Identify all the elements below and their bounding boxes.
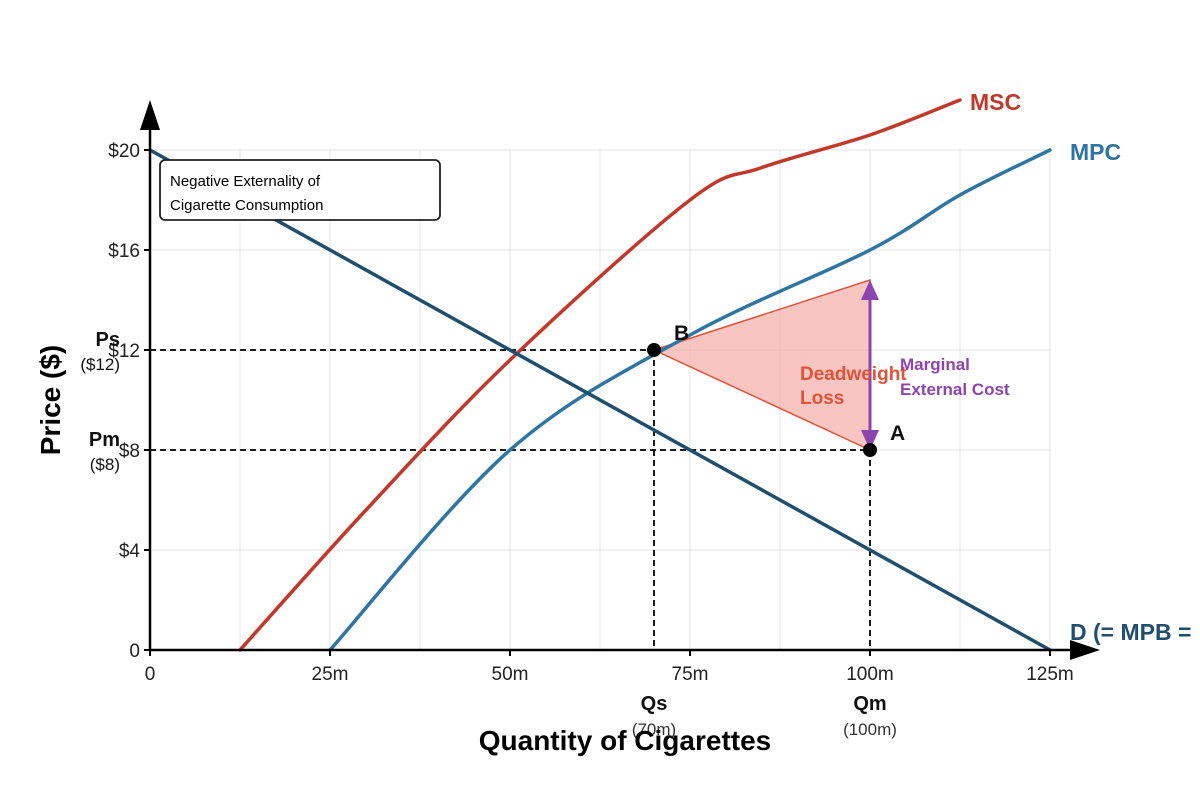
quantity-marker-qm: Qm xyxy=(853,693,886,715)
x-tick-label: 125m xyxy=(1026,664,1074,685)
chart-labels: MSC MPC D (= MPB = B A 0 25m 50m 75m 100m 125m 0 $4 $… xyxy=(80,89,1191,739)
point-label-a: A xyxy=(890,422,905,445)
y-tick-label: $4 xyxy=(119,541,141,562)
y-tick-label: $16 xyxy=(108,241,140,262)
deadweight-label-2: Loss xyxy=(800,388,844,409)
y-tick-label: $12 xyxy=(108,341,140,362)
note-box: Negative Externality of Cigarette Consum… xyxy=(159,159,441,221)
x-tick-label: 75m xyxy=(672,664,709,685)
quantity-marker-value-qs: (70m) xyxy=(632,720,676,739)
mpc-label: MPC xyxy=(1070,139,1121,165)
price-marker-value-ps: ($12) xyxy=(80,355,120,374)
price-marker-ps: Ps xyxy=(96,329,120,351)
external-cost-arrow-head-up xyxy=(861,280,879,300)
x-axis-title: Quantity of Cigarettes xyxy=(479,725,771,756)
point-label-b: B xyxy=(674,322,689,345)
y-axis-arrowhead xyxy=(140,100,160,130)
point-b xyxy=(647,343,661,357)
x-axis-arrowhead xyxy=(1070,640,1100,660)
msc-curve xyxy=(238,98,962,652)
demand-label: D (= MPB = xyxy=(1070,619,1191,645)
quantity-marker-value-qm: (100m) xyxy=(843,720,897,739)
point-a xyxy=(863,443,877,457)
external-cost-arrow-head-down xyxy=(861,430,879,450)
price-marker-value-pm: ($8) xyxy=(90,455,120,474)
x-tick-label: 0 xyxy=(145,664,156,685)
note-line-1: Negative Externality of xyxy=(170,173,321,190)
external-cost-label-1: Marginal xyxy=(900,355,970,374)
y-tick-label: 0 xyxy=(129,641,140,662)
quantity-marker-qs: Qs xyxy=(641,693,668,715)
x-tick-label: 100m xyxy=(846,664,894,685)
y-axis-title: Price ($) xyxy=(35,345,66,456)
series-lines xyxy=(148,98,1052,652)
deadweight-label-1: Deadweight xyxy=(800,364,907,385)
axes xyxy=(140,100,1100,660)
note-line-2: Cigarette Consumption xyxy=(170,197,323,214)
msc-label: MSC xyxy=(970,89,1021,115)
y-tick-label: $20 xyxy=(108,141,140,162)
mpc-curve xyxy=(328,148,1052,652)
demand-curve xyxy=(148,148,1052,652)
external-cost-label-2: External Cost xyxy=(900,380,1010,399)
price-marker-pm: Pm xyxy=(89,429,120,451)
y-tick-label: $8 xyxy=(119,441,140,462)
x-tick-label: 50m xyxy=(492,664,529,685)
x-tick-label: 25m xyxy=(312,664,349,685)
